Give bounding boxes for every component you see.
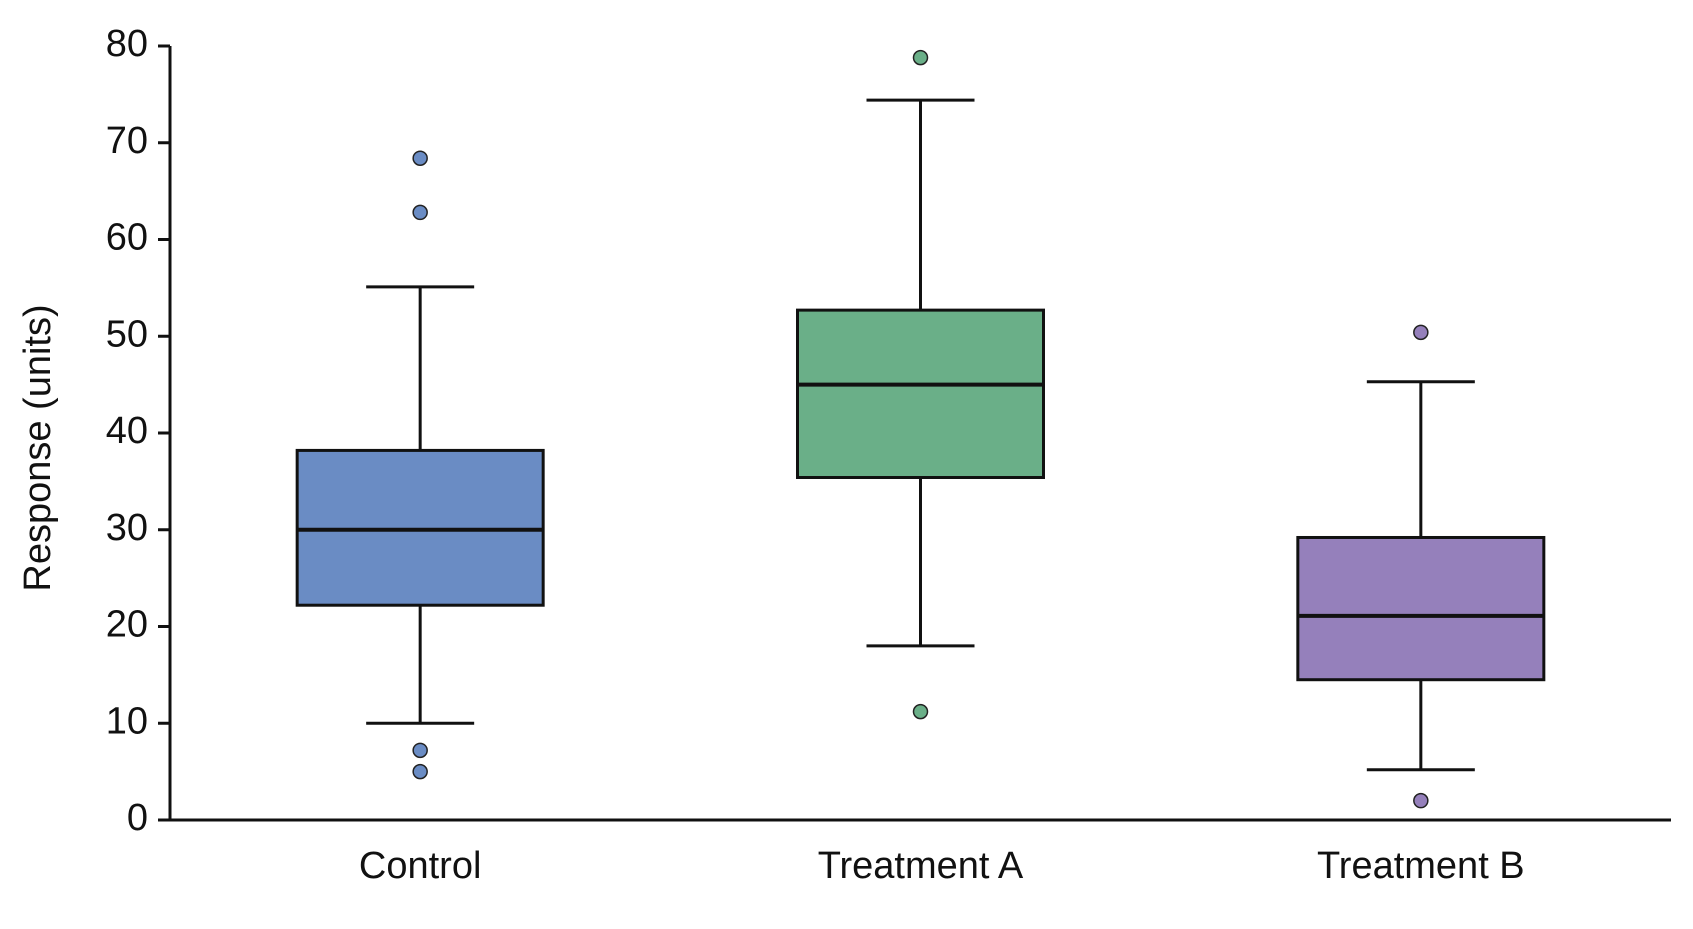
outlier: [1413, 792, 1429, 809]
x-tick-label: Treatment A: [818, 845, 1024, 887]
y-tick-label: 50: [106, 313, 148, 355]
y-tick-label: 0: [127, 797, 148, 839]
outlier: [912, 49, 929, 66]
y-tick-label: 10: [106, 700, 148, 742]
box: [796, 308, 1045, 480]
y-tick-label: 40: [106, 410, 148, 452]
y-tick-label: 60: [106, 217, 148, 259]
outlier: [912, 703, 929, 720]
outlier: [1413, 324, 1429, 341]
x-tick-label: Treatment B: [1317, 845, 1525, 887]
outlier: [412, 150, 428, 166]
outlier: [412, 763, 428, 780]
y-tick-label: 70: [106, 120, 148, 162]
box: [1296, 535, 1546, 682]
y-tick-label: 20: [106, 604, 148, 646]
outlier: [412, 742, 428, 759]
y-axis-label: Response (units): [17, 304, 59, 591]
x-tick-label: Control: [359, 845, 482, 887]
outlier: [412, 204, 428, 221]
y-tick-label: 80: [106, 23, 148, 65]
y-tick-label: 30: [106, 507, 148, 549]
